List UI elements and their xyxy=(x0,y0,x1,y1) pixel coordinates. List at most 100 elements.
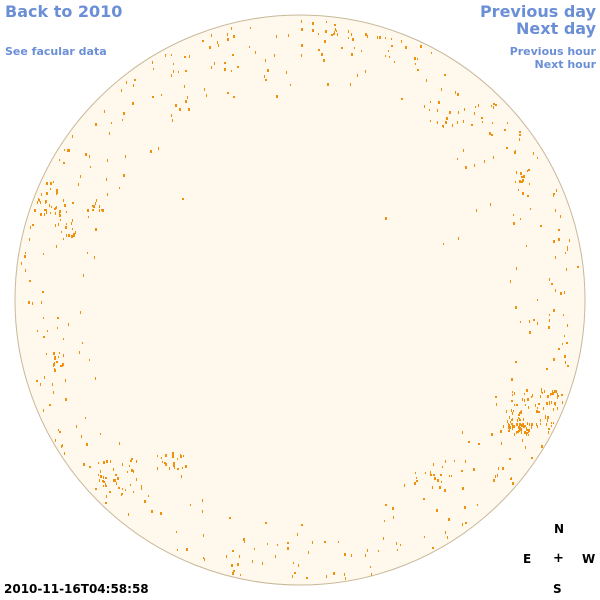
facula-speck xyxy=(533,319,535,321)
facula-speck xyxy=(180,455,182,458)
facula-speck xyxy=(512,412,513,415)
facula-speck xyxy=(46,353,47,355)
facula-speck xyxy=(54,208,56,210)
facula-speck xyxy=(92,209,94,211)
facula-speck xyxy=(59,214,61,217)
facula-speck xyxy=(465,166,467,169)
facula-speck xyxy=(546,402,548,405)
facula-speck xyxy=(451,475,452,477)
facula-speck xyxy=(72,135,73,138)
facula-speck xyxy=(121,89,122,92)
facula-speck xyxy=(287,547,289,550)
see-facular-data-link[interactable]: See facular data xyxy=(5,45,107,58)
facula-speck xyxy=(565,361,566,364)
facula-speck xyxy=(89,466,91,468)
facula-speck xyxy=(531,396,532,398)
facula-speck xyxy=(350,83,351,86)
facula-speck xyxy=(95,123,97,126)
facula-speck xyxy=(239,555,240,558)
facula-speck xyxy=(549,403,550,405)
compass-south-label: S xyxy=(553,582,562,596)
facula-speck xyxy=(44,213,45,216)
facula-speck xyxy=(99,205,100,208)
next-day-link[interactable]: Next day xyxy=(516,19,596,38)
facula-speck xyxy=(83,463,85,466)
facula-speck xyxy=(277,544,278,546)
facula-speck xyxy=(274,54,275,57)
facula-speck xyxy=(551,402,552,404)
facula-speck xyxy=(443,125,444,128)
facula-speck xyxy=(529,320,530,323)
facula-speck xyxy=(186,548,188,551)
facula-speck xyxy=(93,205,95,208)
previous-hour-link[interactable]: Previous hour xyxy=(509,45,596,58)
facula-speck xyxy=(202,510,203,513)
facula-speck xyxy=(38,198,39,201)
facula-speck xyxy=(132,102,134,105)
facula-speck xyxy=(512,482,514,485)
facula-speck xyxy=(537,299,538,301)
facula-speck xyxy=(526,245,527,247)
facula-speck xyxy=(345,577,346,580)
facula-speck xyxy=(454,460,455,462)
facula-speck xyxy=(554,390,556,393)
facula-speck xyxy=(233,35,235,38)
facula-speck xyxy=(73,234,75,237)
facula-speck xyxy=(519,180,521,183)
facula-speck xyxy=(477,504,478,506)
facula-speck xyxy=(267,543,268,545)
facula-speck xyxy=(519,429,520,432)
facula-speck xyxy=(130,484,131,486)
facula-speck xyxy=(68,234,70,237)
facula-speck xyxy=(430,101,431,103)
next-hour-link[interactable]: Next hour xyxy=(534,58,597,71)
facula-speck xyxy=(96,199,97,202)
facula-speck xyxy=(514,433,515,436)
compass-center-mark: + xyxy=(553,551,564,566)
facula-speck xyxy=(515,306,517,309)
facula-speck xyxy=(449,475,450,477)
facula-speck xyxy=(491,433,493,436)
previous-day-link[interactable]: Previous day xyxy=(479,2,596,21)
facula-speck xyxy=(127,471,128,473)
facula-speck xyxy=(430,474,432,476)
facula-speck xyxy=(63,238,64,240)
facula-speck xyxy=(323,59,325,62)
facula-speck xyxy=(541,445,543,448)
facula-speck xyxy=(98,474,99,476)
facula-speck xyxy=(301,28,303,31)
facula-speck xyxy=(491,134,493,136)
facula-speck xyxy=(64,452,65,455)
compass-north-label: N xyxy=(554,522,565,536)
back-to-2010-link[interactable]: Back to 2010 xyxy=(5,2,123,21)
facula-speck xyxy=(394,61,395,63)
facula-speck xyxy=(557,393,558,395)
facula-speck xyxy=(528,431,529,433)
facula-speck xyxy=(324,541,326,543)
facula-speck xyxy=(244,540,245,543)
facula-speck xyxy=(391,38,392,40)
facula-speck xyxy=(397,549,398,551)
facula-speck xyxy=(50,188,51,190)
facula-speck xyxy=(478,443,480,445)
facula-speck xyxy=(126,81,127,84)
facula-speck xyxy=(337,33,338,36)
facula-speck xyxy=(119,442,120,445)
facula-speck xyxy=(55,212,56,215)
facula-speck xyxy=(56,245,57,248)
facula-speck xyxy=(276,35,277,38)
facula-speck xyxy=(66,223,67,225)
facula-speck xyxy=(306,577,308,579)
facula-speck xyxy=(420,45,422,48)
facula-speck xyxy=(365,554,366,557)
facula-speck xyxy=(389,56,390,58)
facula-speck xyxy=(351,33,352,36)
facula-speck xyxy=(415,472,416,474)
facula-speck xyxy=(175,104,177,107)
facula-speck xyxy=(87,209,89,212)
facula-speck xyxy=(514,392,515,395)
facula-speck xyxy=(520,321,521,323)
facula-speck xyxy=(276,95,278,98)
facula-speck xyxy=(117,477,119,480)
